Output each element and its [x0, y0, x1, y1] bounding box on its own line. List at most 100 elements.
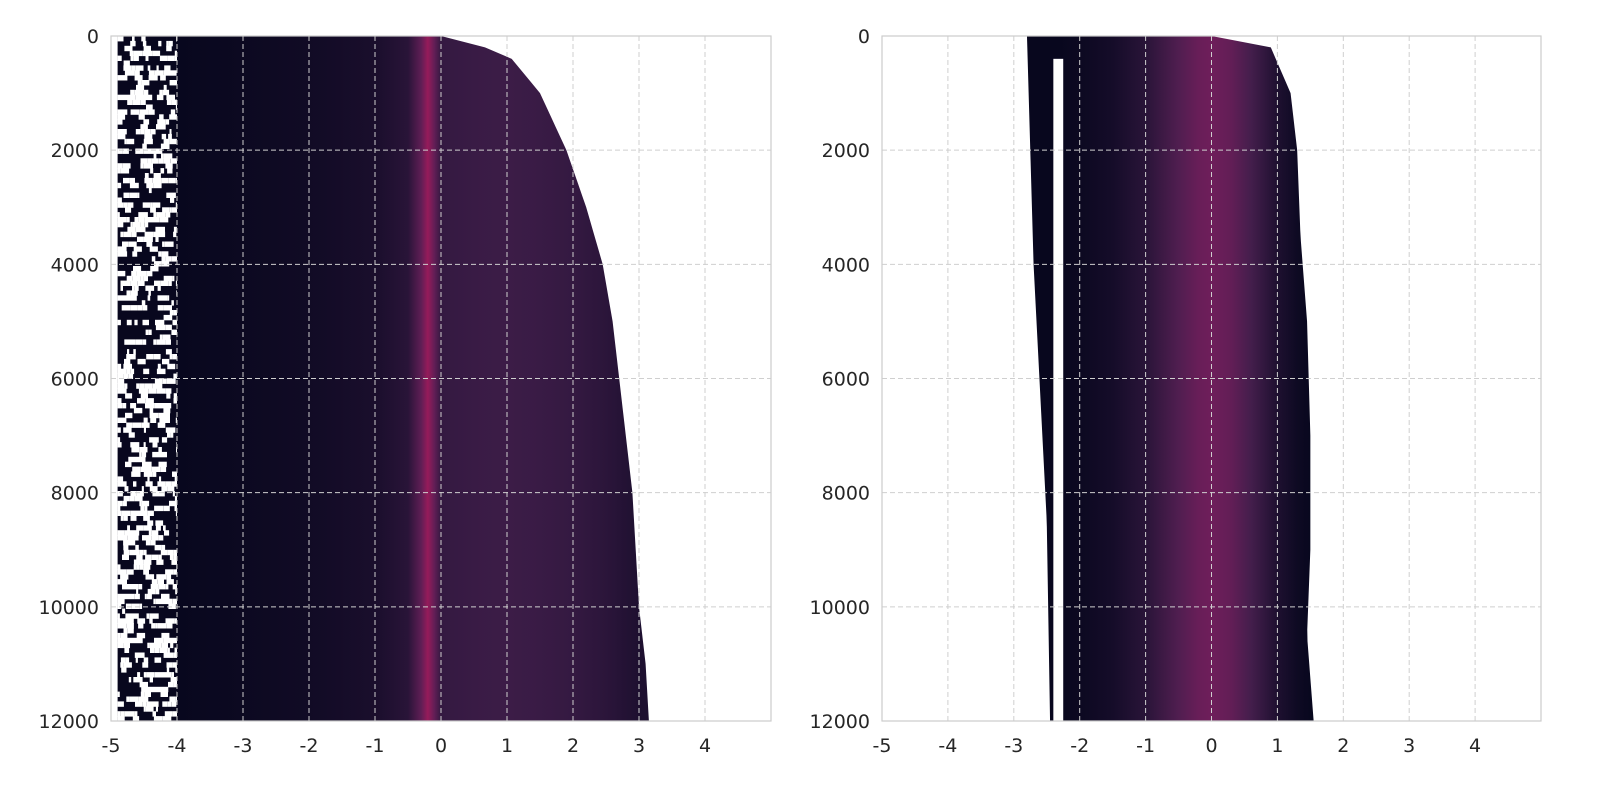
sparse-bin — [117, 716, 125, 722]
sparse-bin — [163, 305, 172, 311]
sparse-bin — [157, 481, 166, 487]
sparse-bin — [121, 133, 126, 140]
sparse-bin — [144, 221, 149, 228]
sparse-bin — [155, 706, 158, 712]
sparse-bin — [164, 701, 168, 707]
sparse-bin — [132, 36, 135, 42]
sparse-bin — [153, 212, 157, 218]
sparse-bin — [124, 70, 135, 76]
sparse-bin — [142, 701, 147, 707]
sparse-bin — [165, 427, 176, 433]
sparse-bin — [141, 486, 144, 492]
sparse-bin — [122, 403, 127, 409]
sparse-bin — [158, 158, 164, 164]
sparse-bin — [120, 231, 124, 238]
sparse-bin — [143, 119, 150, 125]
sparse-bin — [123, 495, 130, 502]
sparse-bin — [123, 202, 128, 208]
sparse-bin — [143, 471, 153, 477]
sparse-bin — [127, 226, 136, 233]
sparse-bin — [130, 221, 133, 228]
sparse-bin — [166, 579, 174, 585]
sparse-bin — [152, 148, 160, 154]
sparse-bin — [140, 275, 144, 282]
sparse-bin — [151, 466, 161, 472]
sparse-bin — [136, 564, 140, 570]
sparse-bin — [129, 177, 135, 184]
sparse-bin — [161, 256, 166, 262]
sparse-bin — [138, 388, 149, 394]
sparse-bin — [124, 530, 134, 536]
sparse-bin — [127, 535, 133, 541]
sparse-bin — [165, 481, 172, 487]
sparse-bin — [149, 642, 154, 649]
sparse-bin — [124, 241, 129, 247]
sparse-bin — [173, 398, 177, 404]
sparse-bin — [134, 75, 143, 81]
sparse-bin — [143, 657, 149, 663]
x-tick-label: 2 — [567, 735, 579, 757]
sparse-bin — [157, 422, 166, 428]
sparse-bin — [161, 153, 164, 159]
sparse-bin — [117, 363, 122, 370]
sparse-bin — [162, 358, 170, 365]
sparse-bin — [163, 652, 174, 658]
sparse-bin — [170, 109, 176, 115]
sparse-bin — [138, 584, 143, 590]
sparse-bin — [125, 657, 130, 663]
sparse-bin — [175, 417, 177, 423]
sparse-bin — [117, 701, 124, 707]
x-tick-label: -2 — [300, 735, 319, 757]
sparse-bin — [154, 70, 164, 76]
sparse-bin — [117, 168, 121, 174]
sparse-bin — [154, 637, 164, 644]
sparse-bin — [117, 197, 122, 203]
sparse-bin — [157, 285, 161, 291]
sparse-bin — [129, 495, 135, 502]
sparse-bin — [143, 236, 153, 242]
sparse-bin — [125, 412, 133, 419]
sparse-bin — [117, 109, 128, 115]
sparse-bin — [125, 613, 130, 619]
sparse-bin — [130, 280, 138, 286]
sparse-bin — [145, 398, 154, 404]
sparse-bin — [125, 618, 134, 624]
sparse-bin — [143, 275, 148, 282]
x-tick-label: 1 — [1271, 735, 1283, 757]
sparse-bin — [151, 579, 158, 585]
sparse-bin — [162, 388, 166, 394]
y-tick-label: 6000 — [51, 369, 99, 391]
sparse-bin — [173, 569, 177, 575]
sparse-bin — [172, 584, 177, 590]
sparse-bin — [152, 50, 161, 57]
sparse-bin — [136, 456, 146, 463]
y-tick-label: 12000 — [39, 711, 99, 733]
sparse-bin — [117, 505, 121, 512]
sparse-bin — [117, 295, 128, 301]
sparse-bin — [124, 711, 135, 717]
sparse-bin — [134, 495, 143, 502]
sparse-bin — [145, 80, 150, 86]
sparse-bin — [171, 207, 177, 213]
sparse-bin — [142, 461, 152, 468]
sparse-bin — [117, 691, 120, 697]
sparse-bin — [160, 168, 165, 174]
sparse-bin — [124, 383, 128, 389]
sparse-bin — [154, 657, 162, 663]
sparse-bin — [154, 672, 164, 678]
sparse-bin — [163, 525, 166, 531]
sparse-bin — [140, 163, 144, 169]
sparse-bin — [133, 677, 143, 683]
sparse-bin — [138, 84, 145, 91]
sparse-bin — [143, 706, 146, 712]
sparse-bin — [174, 647, 177, 653]
sparse-bin — [126, 696, 130, 702]
sparse-bin — [139, 549, 144, 556]
sparse-bin — [169, 114, 177, 120]
sparse-bin — [133, 535, 139, 541]
sparse-bin — [141, 300, 146, 306]
sparse-bin — [150, 266, 159, 272]
y-tick-label: 10000 — [39, 597, 99, 619]
sparse-bin — [167, 598, 173, 605]
